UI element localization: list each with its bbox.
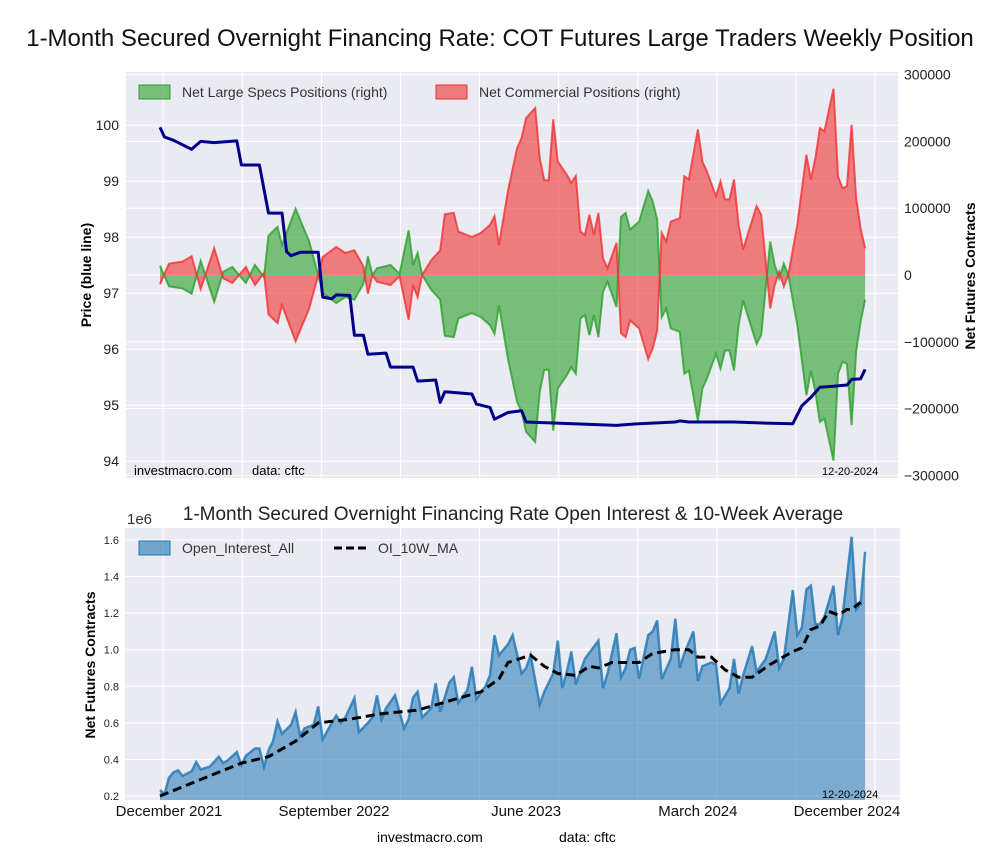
- left-tick-label: 100: [96, 117, 120, 133]
- y-multiplier: 1e6: [127, 511, 152, 528]
- left-axis-label: Price (blue line): [78, 223, 94, 327]
- oi-chart-title: 1-Month Secured Overnight Financing Rate…: [183, 504, 843, 525]
- x-axis-ticks: December 2021 September 2022 June 2023 Marc…: [116, 803, 901, 820]
- price-line-group: [158, 126, 867, 427]
- source-data: data: cftc: [252, 463, 305, 478]
- legend-label-specs: Net Large Specs Positions (right): [182, 84, 387, 100]
- x-tick-label: December 2021: [116, 803, 223, 820]
- oi-y-ticks: 0.2 0.4 0.6 0.8 1.0 1.2 1.4 1.6: [104, 535, 119, 803]
- legend-label-ma: OI_10W_MA: [378, 540, 459, 556]
- right-tick-label: 0: [904, 267, 912, 283]
- date-stamp-top: 12-20-2024: [822, 466, 878, 478]
- oi-tick-label: 1.6: [104, 535, 119, 547]
- left-tick-label: 96: [103, 341, 119, 357]
- right-axis-ticks: 300000 200000 100000 0 −100000 −200000 −300000: [904, 67, 959, 484]
- date-stamp-bottom: 12-20-2024: [822, 789, 878, 801]
- oi-tick-label: 1.2: [104, 608, 119, 620]
- x-tick-label: March 2024: [658, 803, 737, 820]
- left-tick-label: 99: [103, 173, 119, 189]
- right-tick-label: −300000: [904, 467, 959, 483]
- x-tick-label: December 2024: [794, 803, 901, 820]
- oi-line: [159, 536, 867, 797]
- legend-swatch-oi: [138, 540, 171, 556]
- left-tick-label: 98: [103, 229, 119, 245]
- left-tick-label: 97: [103, 285, 119, 301]
- oi-tick-label: 0.2: [104, 791, 119, 803]
- ma-line: [159, 601, 862, 798]
- page-title: 1-Month Secured Overnight Financing Rate…: [26, 25, 974, 52]
- footer-site: investmacro.com: [377, 829, 483, 845]
- legend-swatch-specs: [138, 84, 171, 100]
- right-tick-label: 100000: [904, 200, 951, 216]
- oi-tick-label: 0.6: [104, 718, 119, 730]
- right-tick-label: −100000: [904, 334, 959, 350]
- left-tick-label: 95: [103, 397, 119, 413]
- oi-series: [159, 536, 867, 800]
- positions-chart: 100 99 98 97 96 95 94 300000 200000 100000 0 −1000…: [78, 67, 978, 484]
- oi-tick-label: 1.0: [104, 645, 119, 657]
- right-axis-label: Net Futures Contracts: [962, 202, 978, 349]
- oi-area: [160, 536, 866, 800]
- left-tick-label: 94: [103, 453, 119, 469]
- source-site: investmacro.com: [134, 463, 232, 478]
- oi-tick-label: 1.4: [104, 572, 119, 584]
- legend-swatch-commercial: [435, 84, 468, 100]
- specs-area: [160, 190, 866, 461]
- x-tick-label: September 2022: [279, 803, 390, 820]
- right-tick-label: 300000: [904, 67, 951, 83]
- right-tick-label: −200000: [904, 401, 959, 417]
- legend-label-commercial: Net Commercial Positions (right): [479, 84, 681, 100]
- legend-bottom: Open_Interest_All OI_10W_MA: [138, 540, 459, 556]
- commercial-line: [159, 88, 867, 363]
- oi-y-axis-label: Net Futures Contracts: [82, 591, 98, 738]
- right-tick-label: 200000: [904, 133, 951, 149]
- legend-label-oi: Open_Interest_All: [182, 540, 294, 556]
- open-interest-chart: 1-Month Secured Overnight Financing Rate…: [82, 504, 900, 820]
- left-axis-ticks: 100 99 98 97 96 95 94: [96, 117, 120, 469]
- legend-top: Net Large Specs Positions (right) Net Co…: [138, 84, 681, 100]
- oi-tick-label: 0.8: [104, 681, 119, 693]
- commercial-area: [160, 88, 866, 360]
- x-tick-label: June 2023: [491, 803, 561, 820]
- price-line: [158, 126, 867, 427]
- oi-tick-label: 0.4: [104, 754, 119, 766]
- footer-data: data: cftc: [559, 829, 616, 845]
